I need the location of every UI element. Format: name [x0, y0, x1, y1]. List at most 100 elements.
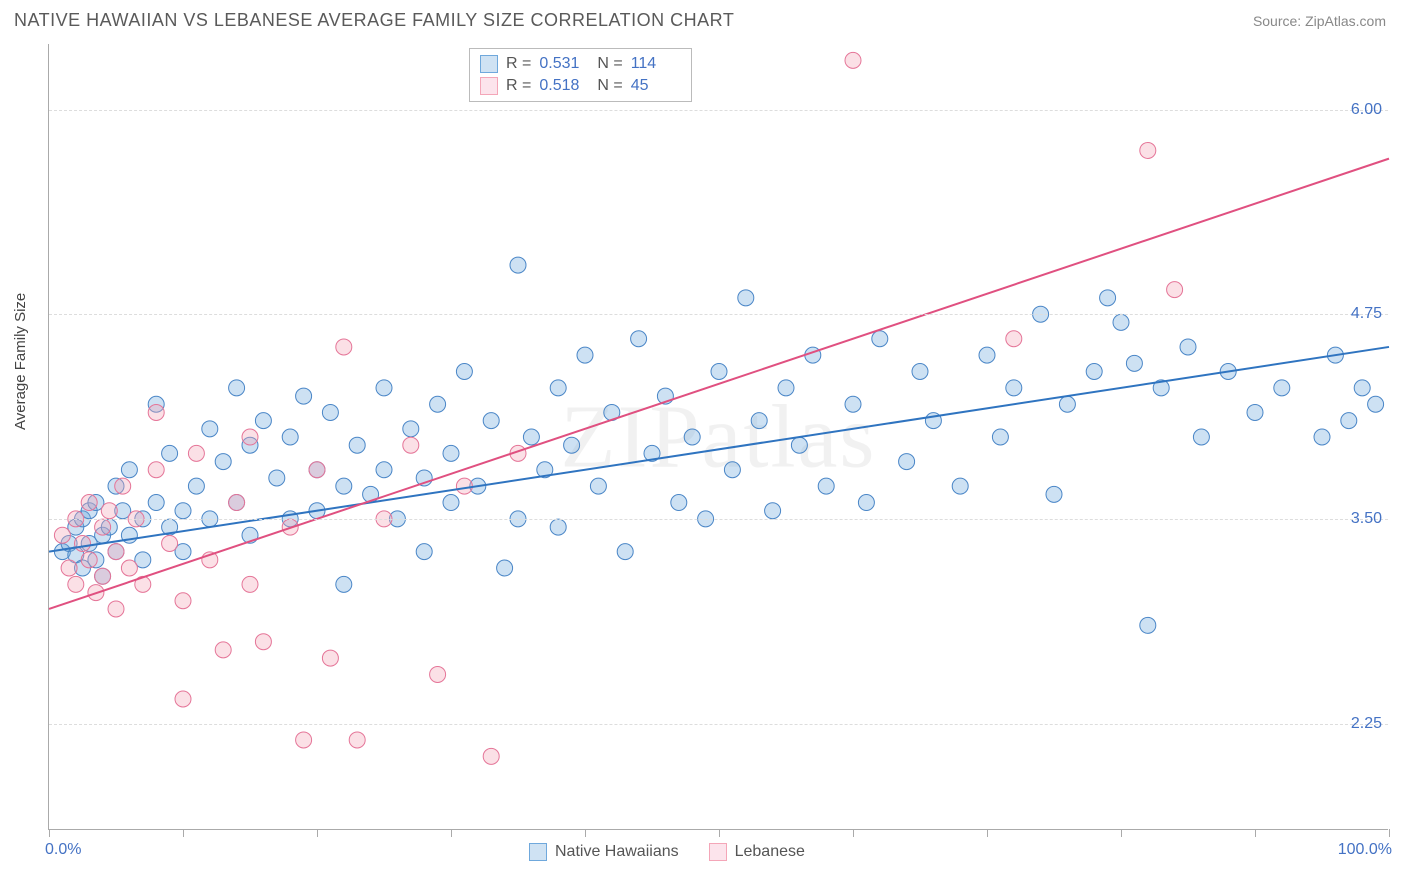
- scatter-point: [1180, 339, 1196, 355]
- chart-source: Source: ZipAtlas.com: [1253, 13, 1386, 29]
- scatter-point: [215, 642, 231, 658]
- scatter-point: [148, 462, 164, 478]
- legend-n-label: N =: [597, 77, 622, 95]
- scatter-point: [75, 535, 91, 551]
- chart-plot-area: ZIPatlas R =0.531N =114R =0.518N =45 0.0…: [48, 44, 1388, 830]
- scatter-point: [349, 437, 365, 453]
- legend-stats-row: R =0.531N =114: [480, 53, 681, 75]
- legend-swatch: [480, 55, 498, 73]
- legend-r-label: R =: [506, 77, 531, 95]
- legend-series-item: Native Hawaiians: [529, 843, 679, 861]
- scatter-point: [215, 454, 231, 470]
- scatter-point: [791, 437, 807, 453]
- scatter-point: [684, 429, 700, 445]
- scatter-point: [309, 462, 325, 478]
- scatter-point: [242, 576, 258, 592]
- grid-line: [49, 110, 1388, 111]
- scatter-point: [1059, 396, 1075, 412]
- scatter-point: [296, 732, 312, 748]
- legend-series-label: Native Hawaiians: [555, 843, 679, 861]
- scatter-point: [376, 462, 392, 478]
- x-tick: [1389, 829, 1390, 837]
- scatter-point: [349, 732, 365, 748]
- legend-series-label: Lebanese: [735, 843, 805, 861]
- scatter-point: [1006, 380, 1022, 396]
- scatter-point: [108, 544, 124, 560]
- scatter-point: [121, 462, 137, 478]
- scatter-point: [403, 437, 419, 453]
- scatter-point: [95, 519, 111, 535]
- scatter-point: [751, 413, 767, 429]
- scatter-point: [282, 429, 298, 445]
- trend-line: [49, 159, 1389, 609]
- scatter-point: [108, 601, 124, 617]
- scatter-point: [416, 544, 432, 560]
- legend-series-item: Lebanese: [709, 843, 805, 861]
- scatter-point: [81, 495, 97, 511]
- scatter-point: [550, 519, 566, 535]
- scatter-point: [765, 503, 781, 519]
- scatter-point: [617, 544, 633, 560]
- scatter-point: [1086, 364, 1102, 380]
- scatter-point: [95, 568, 111, 584]
- scatter-point: [1113, 314, 1129, 330]
- scatter-point: [899, 454, 915, 470]
- x-tick: [317, 829, 318, 837]
- scatter-point: [912, 364, 928, 380]
- scatter-point: [229, 380, 245, 396]
- scatter-point: [483, 413, 499, 429]
- scatter-point: [443, 445, 459, 461]
- scatter-point: [845, 52, 861, 68]
- scatter-point: [872, 331, 888, 347]
- scatter-point: [992, 429, 1008, 445]
- scatter-point: [1368, 396, 1384, 412]
- x-tick: [585, 829, 586, 837]
- x-tick: [49, 829, 50, 837]
- scatter-point: [456, 478, 472, 494]
- scatter-point: [430, 666, 446, 682]
- legend-r-value: 0.518: [539, 77, 589, 95]
- scatter-svg: [49, 44, 1388, 829]
- scatter-point: [1341, 413, 1357, 429]
- scatter-point: [162, 535, 178, 551]
- legend-n-label: N =: [597, 55, 622, 73]
- scatter-point: [115, 478, 131, 494]
- scatter-point: [1247, 404, 1263, 420]
- grid-line: [49, 724, 1388, 725]
- scatter-point: [952, 478, 968, 494]
- legend-swatch: [529, 843, 547, 861]
- y-tick-label: 4.75: [1351, 305, 1382, 323]
- grid-line: [49, 519, 1388, 520]
- scatter-point: [1314, 429, 1330, 445]
- scatter-point: [1140, 617, 1156, 633]
- scatter-point: [738, 290, 754, 306]
- chart-title: NATIVE HAWAIIAN VS LEBANESE AVERAGE FAMI…: [14, 10, 734, 31]
- legend-swatch: [709, 843, 727, 861]
- x-axis-min-label: 0.0%: [45, 841, 81, 859]
- scatter-point: [497, 560, 513, 576]
- scatter-point: [68, 576, 84, 592]
- scatter-point: [590, 478, 606, 494]
- scatter-point: [550, 380, 566, 396]
- scatter-point: [229, 495, 245, 511]
- scatter-point: [81, 552, 97, 568]
- scatter-point: [148, 404, 164, 420]
- scatter-point: [101, 503, 117, 519]
- x-tick: [719, 829, 720, 837]
- scatter-point: [336, 478, 352, 494]
- x-tick: [451, 829, 452, 837]
- scatter-point: [175, 691, 191, 707]
- scatter-point: [979, 347, 995, 363]
- scatter-point: [1100, 290, 1116, 306]
- scatter-point: [1140, 142, 1156, 158]
- legend-r-value: 0.531: [539, 55, 589, 73]
- legend-stats-row: R =0.518N =45: [480, 75, 681, 97]
- scatter-point: [1126, 355, 1142, 371]
- scatter-point: [858, 495, 874, 511]
- scatter-point: [269, 470, 285, 486]
- scatter-point: [671, 495, 687, 511]
- scatter-point: [54, 527, 70, 543]
- scatter-point: [1274, 380, 1290, 396]
- scatter-point: [430, 396, 446, 412]
- y-tick-label: 3.50: [1351, 510, 1382, 528]
